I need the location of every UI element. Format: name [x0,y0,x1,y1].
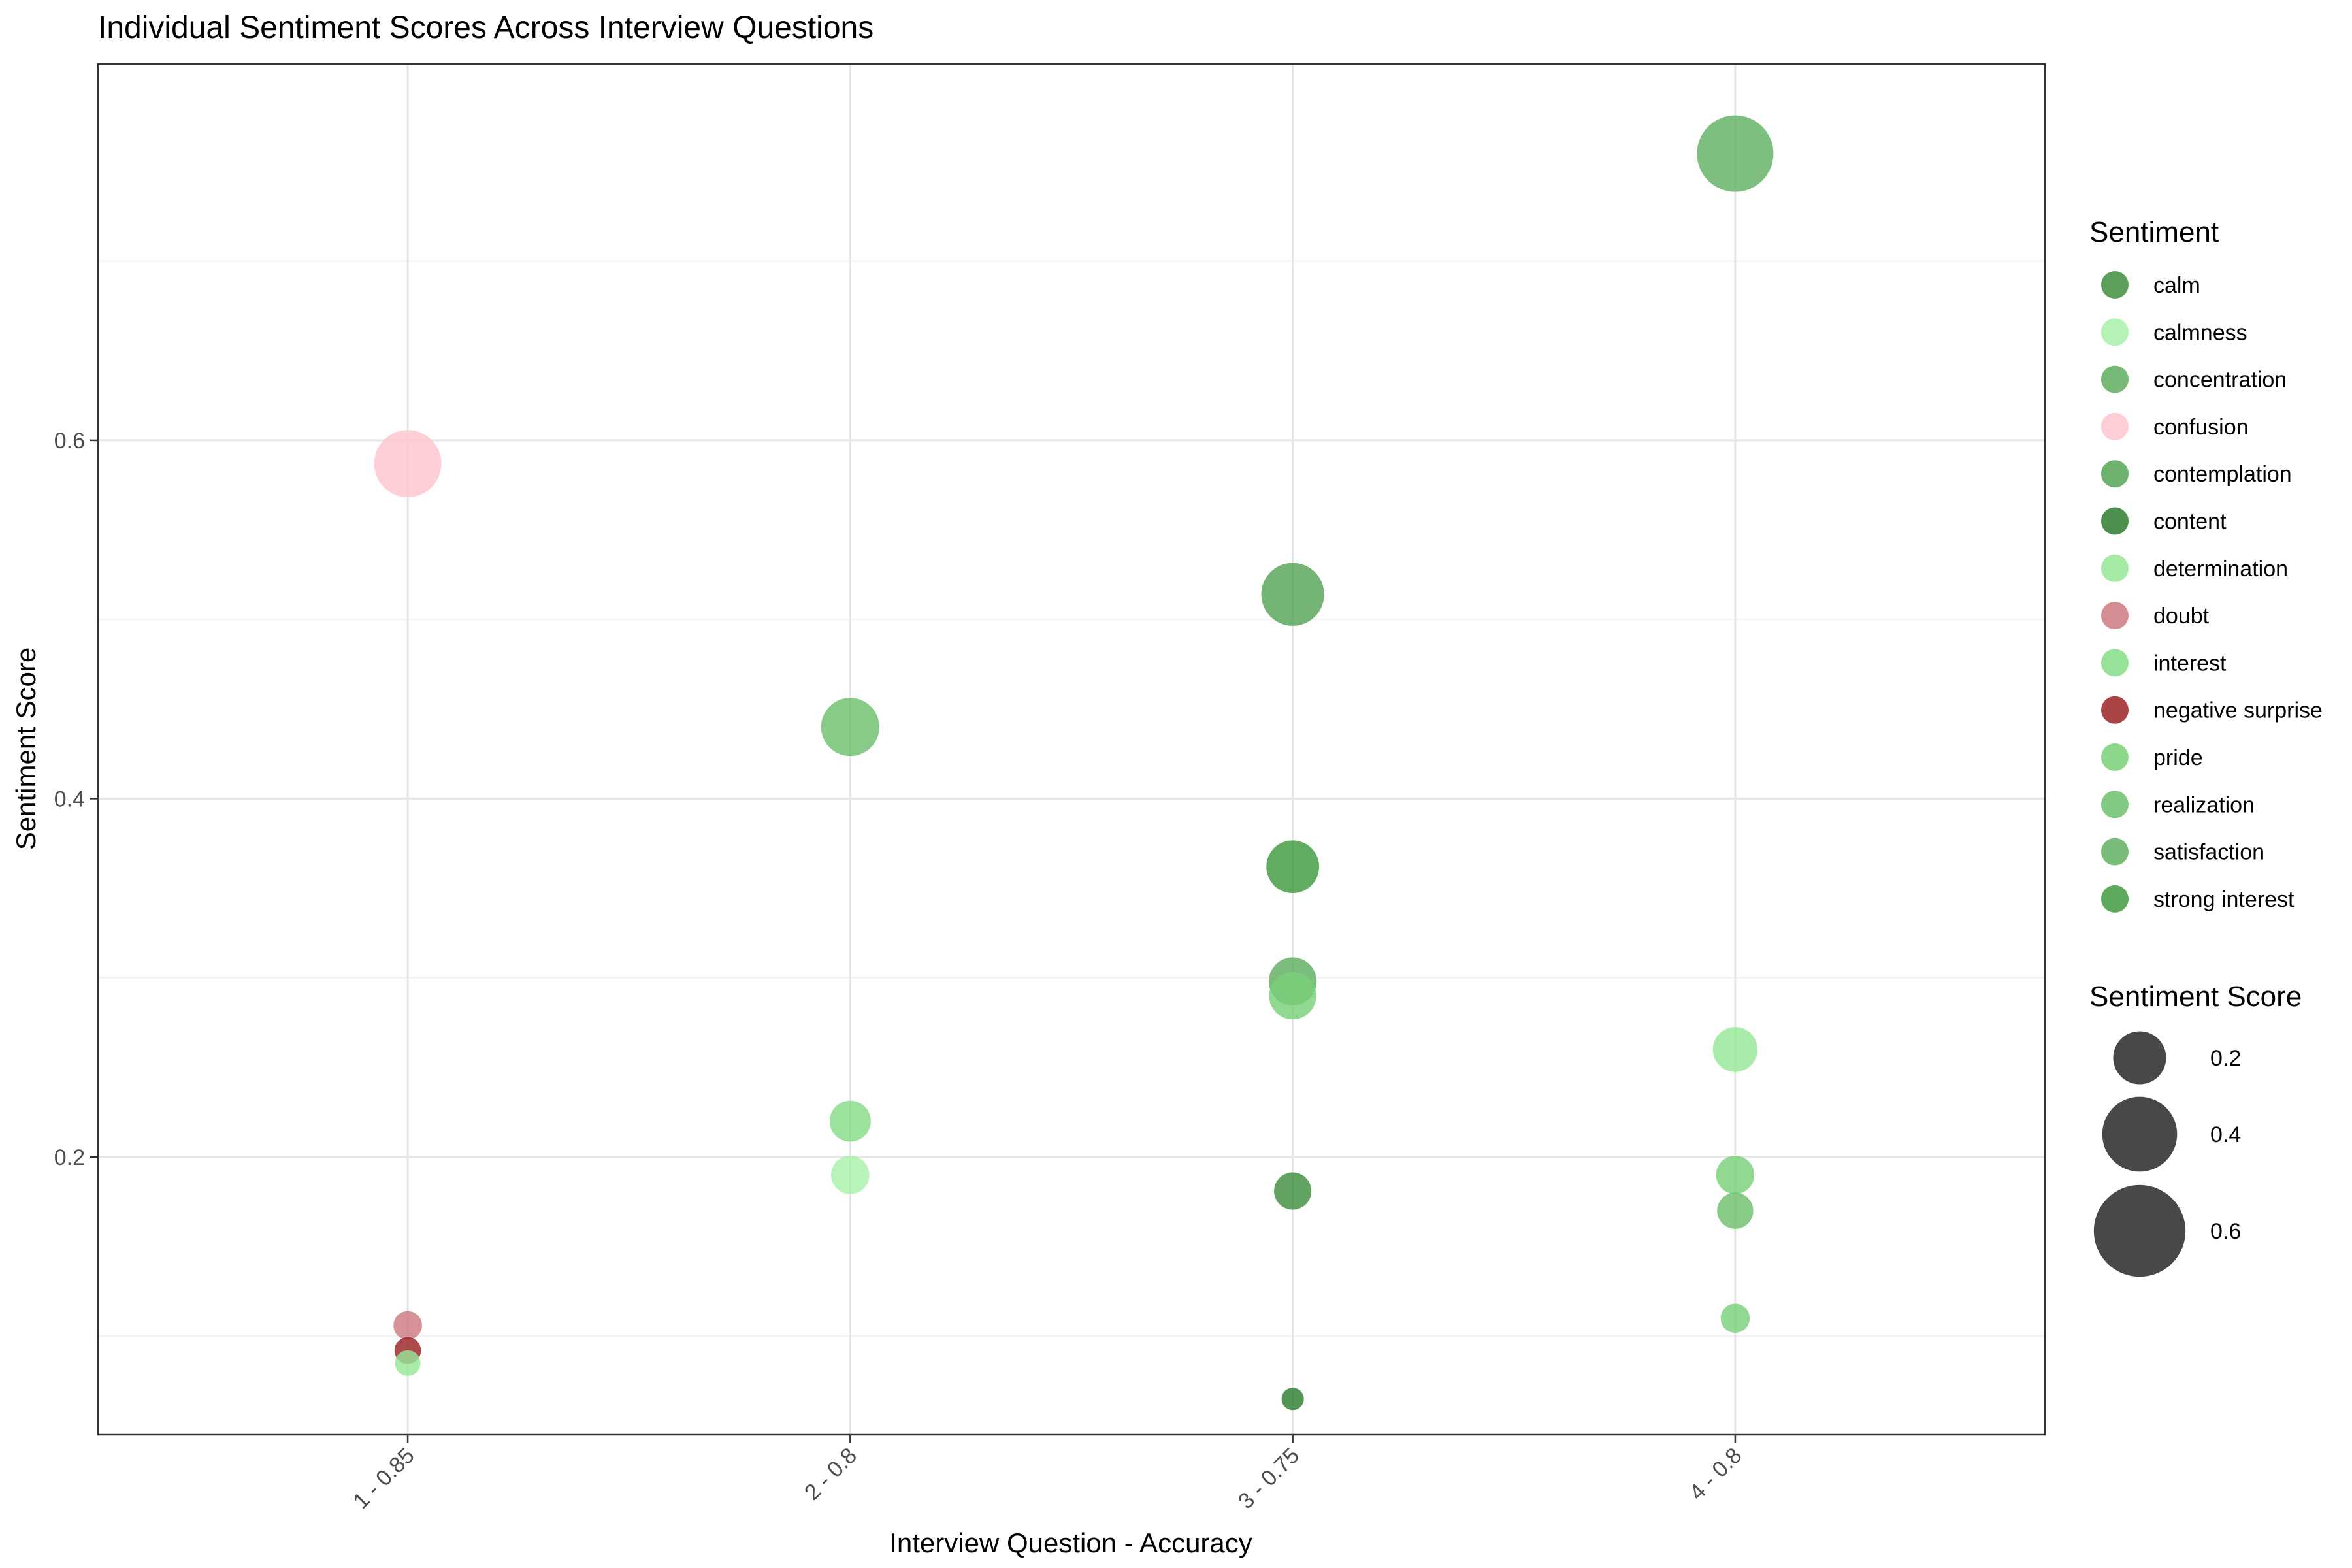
legend-key-strong-interest [2101,885,2129,913]
legend-key-confusion [2101,412,2129,440]
data-point-interest [829,1100,871,1142]
data-point-contemplation [1261,563,1324,626]
plot-panel-border [97,63,2046,1436]
legend-label: determination [2153,557,2288,581]
legend-key-contemplation [2101,460,2129,488]
legend-key-satisfaction [2101,838,2129,866]
legend-label: satisfaction [2153,840,2264,865]
size-legend-label: 0.4 [2210,1122,2241,1147]
legend-key-interest [2101,649,2129,677]
legend-label: interest [2153,651,2227,676]
y-axis-title: Sentiment Score [10,647,41,851]
data-point-calmness [831,1156,870,1194]
data-point-pride [1269,972,1316,1020]
legend-key-doubt [2101,602,2129,630]
legend-key-concentration [2101,365,2129,393]
data-point-content [1281,1388,1304,1411]
data-point-satisfaction [1697,115,1774,192]
legend-key-negative-surprise [2101,696,2129,724]
legend-label: calmness [2153,320,2247,345]
legend-label: realization [2153,792,2255,817]
data-point-confusion [374,430,442,498]
size-legend-circle [2113,1031,2166,1085]
size-legend-label: 0.2 [2210,1046,2241,1071]
data-point-realization [821,698,879,757]
data-point-pride [1716,1156,1755,1194]
points-layer [374,115,1774,1411]
x-axis-title: Interview Question - Accuracy [889,1527,1252,1558]
legend-size-title: Sentiment Score [2089,981,2302,1013]
legend-label: negative surprise [2153,698,2323,723]
legend-key-content [2101,507,2129,535]
legend-key-realization [2101,791,2129,819]
y-tick-label: 0.2 [54,1145,85,1170]
legend-label: calm [2153,273,2200,298]
chart-title: Individual Sentiment Scores Across Inter… [98,10,874,45]
legend-label: confusion [2153,415,2249,440]
legend-label: strong interest [2153,887,2295,912]
data-point-pride [1720,1303,1750,1333]
data-point-determination [395,1350,421,1376]
legend-sentiment-items: calm calmness concentration confusion contem… [2101,271,2323,913]
legend-key-calm [2101,271,2129,299]
size-legend-circle [2102,1096,2178,1172]
legend-label: doubt [2153,604,2210,629]
legend-key-calmness [2101,318,2129,346]
legend: Sentiment calm calmness concentration confu… [2089,216,2323,1277]
legend-label: pride [2153,745,2203,770]
y-tick-label: 0.4 [54,787,85,811]
legend-label: content [2153,510,2227,534]
data-point-determination [1712,1027,1758,1072]
legend-size-items: 0.2 0.4 0.6 [2093,1031,2241,1277]
y-tick-label: 0.6 [54,429,85,453]
legend-label: concentration [2153,368,2287,393]
data-point-calm [1274,1172,1312,1210]
data-point-realization [1717,1192,1754,1229]
size-legend-circle [2093,1184,2186,1277]
legend-label: contemplation [2153,462,2292,487]
data-point-strong-interest [1266,840,1320,894]
legend-key-determination [2101,554,2129,582]
legend-key-pride [2101,743,2129,771]
size-legend-label: 0.6 [2210,1219,2241,1244]
data-point-doubt [393,1311,422,1340]
legend-sentiment-title: Sentiment [2089,216,2219,248]
